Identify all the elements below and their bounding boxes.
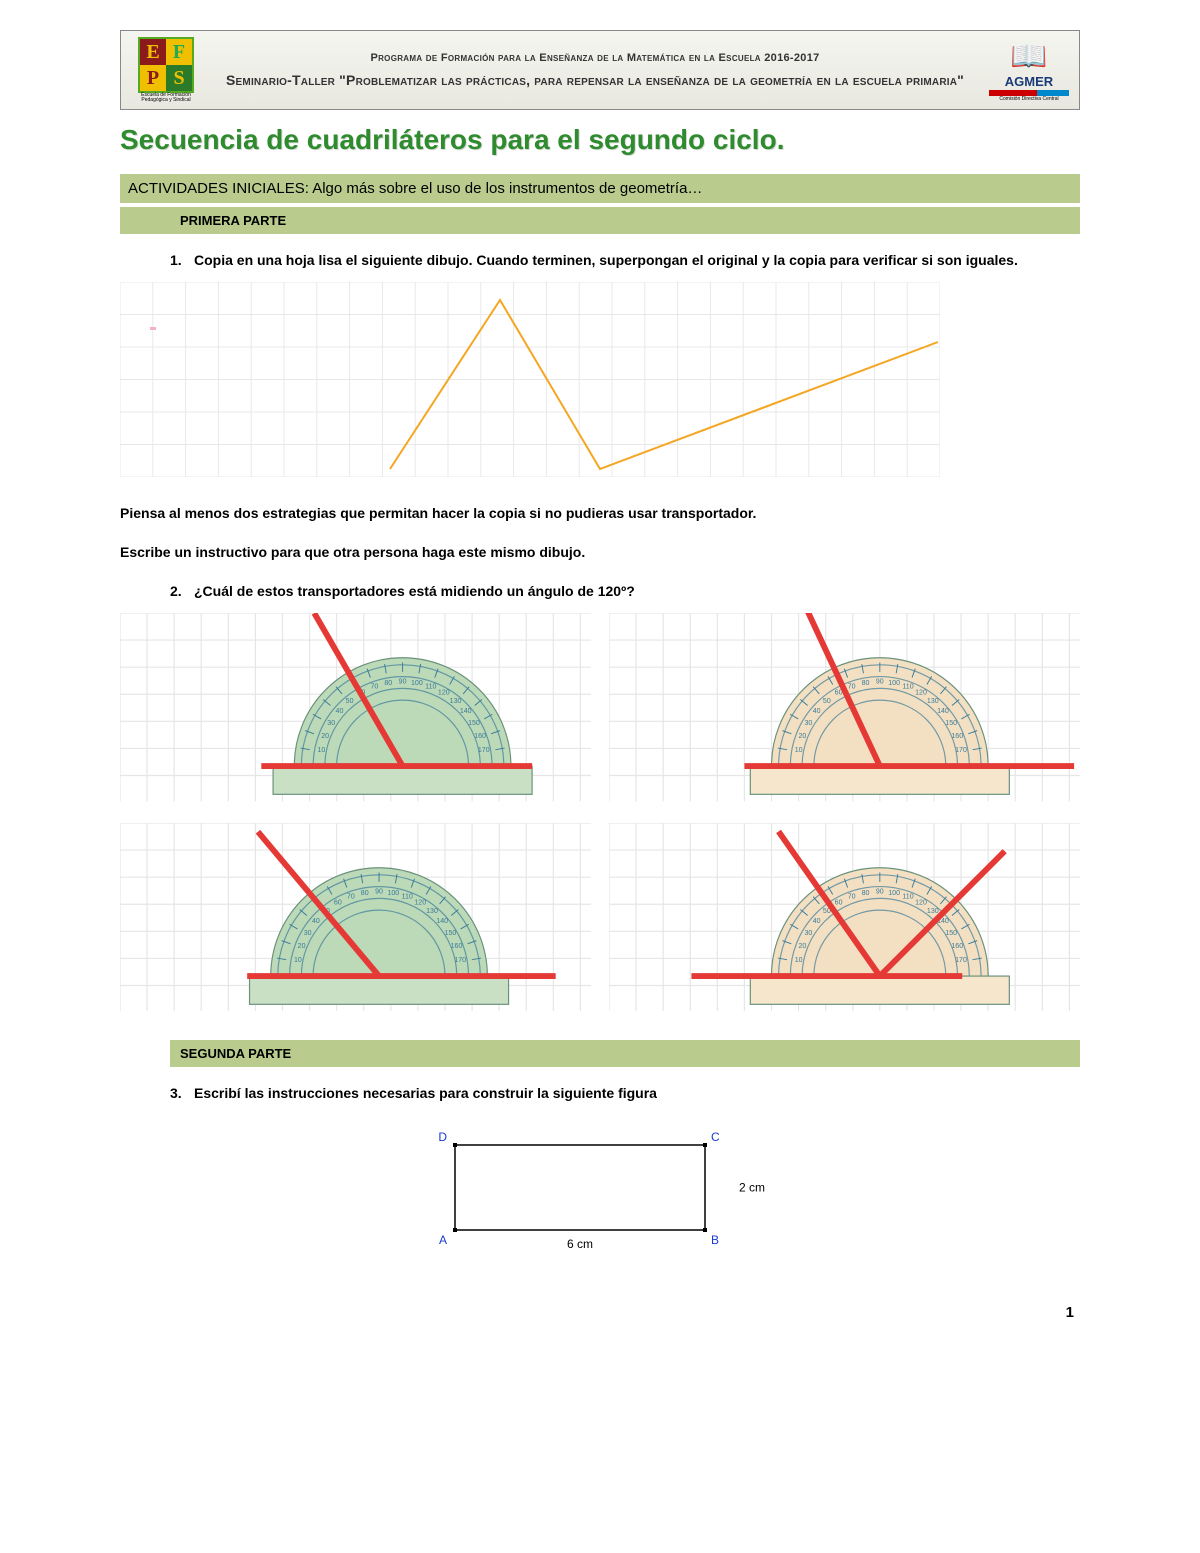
svg-text:130: 130: [927, 698, 939, 705]
svg-text:160: 160: [451, 942, 463, 949]
svg-text:40: 40: [813, 708, 821, 715]
svg-text:70: 70: [848, 684, 856, 691]
header-banner: EFPS Escuela de Formación Pedagógica y S…: [120, 30, 1080, 110]
svg-text:70: 70: [370, 684, 378, 691]
svg-text:20: 20: [321, 733, 329, 740]
svg-text:2 cm: 2 cm: [739, 1180, 765, 1194]
svg-text:80: 80: [361, 889, 369, 896]
svg-text:150: 150: [468, 720, 480, 727]
protractor-2: 10 20 304050 60 70 80 90 100110120130 140 150 160 1…: [609, 613, 1080, 801]
rectangle-figure: D C A B 6 cm 2 cm: [120, 1117, 1080, 1278]
activity-3: 3.Escribí las instrucciones necesarias p…: [170, 1079, 1080, 1107]
svg-text:90: 90: [399, 679, 407, 686]
zigzag-svg: [120, 282, 940, 477]
svg-text:B: B: [711, 1233, 719, 1247]
para-write: Escribe un instructivo para que otra per…: [120, 539, 1080, 566]
protractor-3: 1020304050607080901001101201301401501601…: [120, 823, 591, 1011]
svg-text:50: 50: [346, 698, 354, 705]
svg-text:150: 150: [945, 929, 957, 936]
svg-text:60: 60: [835, 899, 843, 906]
svg-text:60: 60: [835, 690, 843, 697]
svg-text:150: 150: [945, 720, 957, 727]
svg-text:D: D: [438, 1130, 447, 1144]
svg-text:170: 170: [478, 747, 490, 754]
para-think: Piensa al menos dos estrategias que perm…: [120, 500, 1080, 527]
svg-text:70: 70: [848, 893, 856, 900]
svg-text:6 cm: 6 cm: [567, 1237, 593, 1251]
svg-text:110: 110: [902, 684, 913, 691]
svg-text:40: 40: [813, 918, 821, 925]
svg-text:100: 100: [888, 889, 900, 896]
efps-caption: Escuela de Formación Pedagógica y Sindic…: [131, 93, 201, 103]
svg-text:130: 130: [426, 908, 438, 915]
svg-text:80: 80: [862, 680, 870, 687]
svg-text:140: 140: [460, 708, 472, 715]
zigzag-figure: [120, 282, 1080, 482]
svg-text:70: 70: [347, 893, 355, 900]
page-number: 1: [120, 1304, 1080, 1321]
svg-text:90: 90: [375, 888, 383, 895]
svg-text:120: 120: [438, 690, 450, 697]
seminar-line: Seminario-Taller "Problematizar las prác…: [215, 72, 975, 88]
svg-text:C: C: [711, 1130, 720, 1144]
svg-text:100: 100: [387, 889, 399, 896]
svg-text:20: 20: [798, 733, 806, 740]
svg-text:30: 30: [327, 720, 335, 727]
program-line: Programa de Formación para la Enseñanza …: [215, 52, 975, 64]
svg-text:120: 120: [915, 899, 927, 906]
svg-text:130: 130: [450, 698, 462, 705]
protractor-grid: 1020304050607080901001101201301401501601…: [120, 613, 1080, 1016]
efps-logo: EFPS Escuela de Formación Pedagógica y S…: [131, 37, 201, 103]
svg-text:160: 160: [951, 733, 963, 740]
svg-text:80: 80: [384, 680, 392, 687]
svg-text:40: 40: [312, 918, 320, 925]
activity-2: 2.¿Cuál de estos transportadores está mi…: [170, 577, 1080, 605]
agmer-logo: 📖 AGMER Comisión Directiva Central: [989, 39, 1069, 102]
svg-text:130: 130: [927, 908, 939, 915]
page-title: Secuencia de cuadriláteros para el segun…: [120, 124, 1080, 156]
svg-text:30: 30: [805, 720, 813, 727]
svg-text:30: 30: [805, 929, 813, 936]
svg-text:A: A: [439, 1233, 447, 1247]
svg-text:120: 120: [915, 690, 927, 697]
svg-text:90: 90: [876, 888, 884, 895]
svg-text:170: 170: [955, 747, 967, 754]
svg-text:20: 20: [298, 942, 306, 949]
svg-text:100: 100: [888, 680, 900, 687]
svg-text:10: 10: [318, 747, 326, 754]
svg-text:10: 10: [294, 956, 302, 963]
svg-text:150: 150: [445, 929, 457, 936]
svg-text:40: 40: [336, 708, 344, 715]
svg-text:160: 160: [474, 733, 486, 740]
svg-text:100: 100: [411, 680, 423, 687]
svg-text:110: 110: [425, 684, 436, 691]
rectangle-svg: D C A B 6 cm 2 cm: [427, 1117, 773, 1278]
svg-text:30: 30: [304, 929, 312, 936]
svg-text:140: 140: [436, 918, 448, 925]
protractor-4: 1020304050607080901001101201301401501601…: [609, 823, 1080, 1011]
protractor-1: 1020304050607080901001101201301401501601…: [120, 613, 591, 801]
part2-bar: SEGUNDA PARTE: [170, 1040, 1080, 1067]
svg-text:10: 10: [795, 747, 803, 754]
svg-text:110: 110: [402, 893, 413, 900]
activity-1: 1.Copia en una hoja lisa el siguiente di…: [170, 246, 1080, 274]
section-initial-bar: ACTIVIDADES INICIALES: Algo más sobre el…: [120, 174, 1080, 203]
svg-text:120: 120: [414, 899, 426, 906]
part1-bar: PRIMERA PARTE: [120, 207, 1080, 234]
svg-text:160: 160: [951, 942, 963, 949]
svg-text:170: 170: [454, 956, 466, 963]
svg-text:50: 50: [823, 698, 831, 705]
svg-text:80: 80: [862, 889, 870, 896]
svg-text:90: 90: [876, 679, 884, 686]
svg-text:20: 20: [798, 942, 806, 949]
svg-text:60: 60: [334, 899, 342, 906]
svg-text:110: 110: [902, 893, 913, 900]
svg-text:170: 170: [955, 956, 967, 963]
svg-text:10: 10: [795, 956, 803, 963]
svg-text:140: 140: [937, 708, 949, 715]
